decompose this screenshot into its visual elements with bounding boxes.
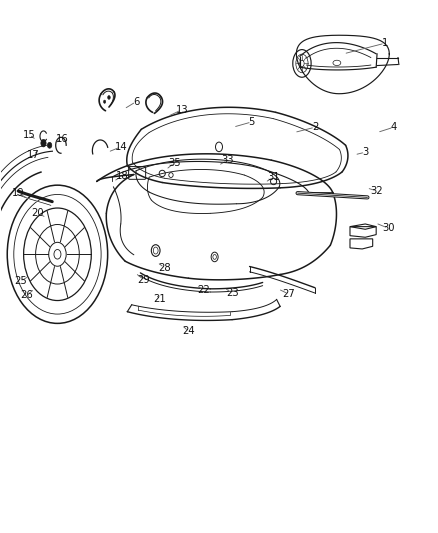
Text: 13: 13 [176,104,188,115]
Text: 30: 30 [382,223,395,233]
Text: 32: 32 [371,186,383,196]
Text: 18: 18 [116,171,128,181]
Text: 20: 20 [32,208,44,219]
Text: 33: 33 [222,155,234,165]
Text: 27: 27 [283,289,295,299]
Ellipse shape [41,140,46,147]
Text: 16: 16 [56,134,68,144]
Text: 31: 31 [267,172,280,182]
Text: 29: 29 [138,275,150,285]
Text: 6: 6 [133,96,139,107]
Text: 23: 23 [226,288,238,298]
Text: 21: 21 [154,294,166,304]
Text: 1: 1 [382,38,388,48]
Text: 22: 22 [198,286,210,295]
Ellipse shape [47,142,52,148]
Text: 24: 24 [182,326,195,336]
Text: 35: 35 [168,158,181,168]
Text: 15: 15 [23,130,35,140]
Text: 28: 28 [158,263,171,272]
Text: 14: 14 [114,142,127,152]
Text: 19: 19 [12,188,25,198]
Text: 2: 2 [312,122,318,132]
Text: 26: 26 [21,290,33,300]
Text: 17: 17 [27,150,40,160]
Text: 3: 3 [362,147,368,157]
Ellipse shape [103,100,106,103]
Text: 5: 5 [248,117,255,127]
Ellipse shape [108,95,110,99]
Text: 4: 4 [391,122,397,132]
Text: 25: 25 [14,277,27,286]
